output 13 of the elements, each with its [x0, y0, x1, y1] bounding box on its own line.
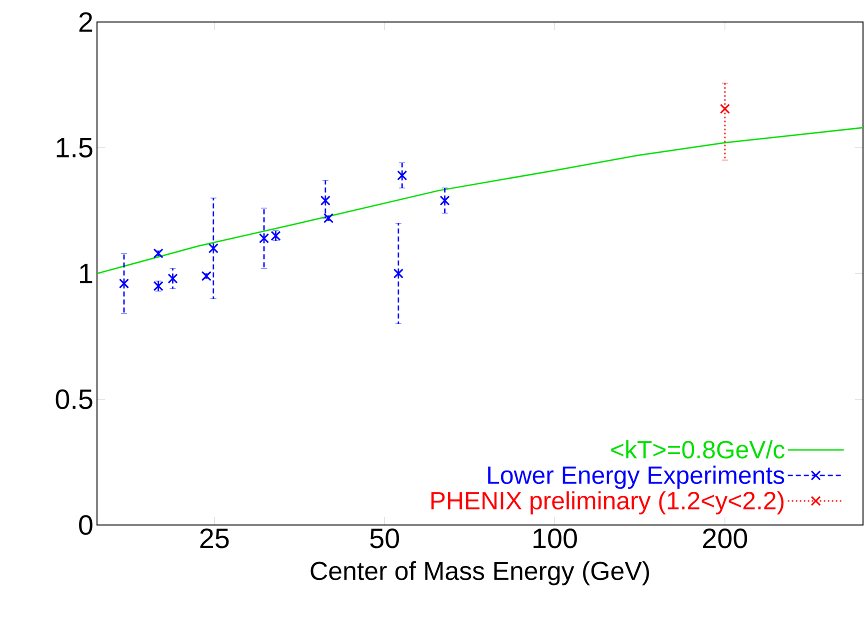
x-axis-title: Center of Mass Energy (GeV) [310, 561, 649, 586]
x-tick-label: 25 [200, 528, 229, 548]
legend-label: Lower Energy Experiments [488, 466, 784, 489]
y-tick-label: 0 [79, 515, 92, 535]
legend-label: <kT>=0.8GeV/c [611, 440, 784, 458]
y-tick-label: 0.5 [56, 389, 92, 410]
x-tick-label: 200 [703, 528, 748, 548]
y-tick-label: 1.5 [56, 138, 92, 158]
legend-label: PHENIX preliminary (1.2<y<2.2) [431, 491, 784, 514]
x-tick-label: 50 [370, 528, 399, 548]
x-tick-label: 100 [534, 528, 577, 548]
y-tick-label: 1 [80, 264, 92, 284]
y-tick-label: 2 [79, 12, 92, 32]
